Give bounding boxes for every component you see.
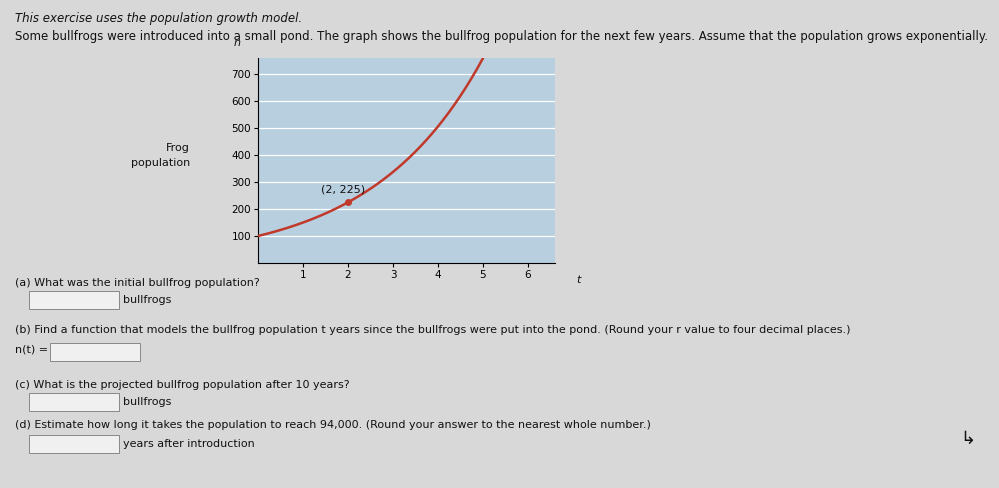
FancyBboxPatch shape — [29, 393, 119, 411]
Text: t: t — [575, 275, 580, 285]
FancyBboxPatch shape — [29, 435, 119, 453]
Text: bullfrogs: bullfrogs — [123, 397, 172, 407]
Text: n(t) =: n(t) = — [15, 345, 48, 355]
Text: bullfrogs: bullfrogs — [123, 295, 172, 305]
Text: (c) What is the projected bullfrog population after 10 years?: (c) What is the projected bullfrog popul… — [15, 380, 350, 390]
Text: (d) Estimate how long it takes the population to reach 94,000. (Round your answe: (d) Estimate how long it takes the popul… — [15, 420, 651, 430]
Text: (b) Find a function that models the bullfrog population t years since the bullfr: (b) Find a function that models the bull… — [15, 325, 850, 335]
Text: years after introduction: years after introduction — [123, 439, 255, 449]
Text: ↳: ↳ — [960, 430, 975, 448]
Text: (2, 225): (2, 225) — [321, 185, 365, 195]
Text: This exercise uses the population growth model.: This exercise uses the population growth… — [15, 12, 302, 25]
Text: n: n — [234, 38, 241, 48]
Text: Frog: Frog — [166, 143, 190, 153]
Text: population: population — [131, 158, 190, 168]
FancyBboxPatch shape — [29, 291, 119, 309]
Text: (a) What was the initial bullfrog population?: (a) What was the initial bullfrog popula… — [15, 278, 260, 288]
FancyBboxPatch shape — [50, 343, 140, 361]
Text: Some bullfrogs were introduced into a small pond. The graph shows the bullfrog p: Some bullfrogs were introduced into a sm… — [15, 30, 988, 43]
